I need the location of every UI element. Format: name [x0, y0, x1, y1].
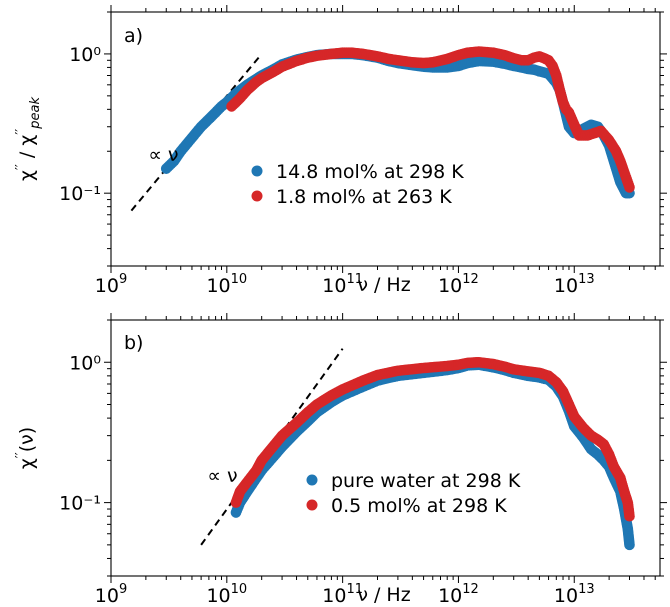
legend-marker-series-2 — [252, 191, 263, 202]
data-point — [624, 511, 635, 522]
x-tick-label: 1010 — [206, 582, 247, 607]
panel-label: a) — [124, 25, 143, 47]
legend-label-series-1: 14.8 mol% at 298 K — [276, 161, 464, 183]
legend-marker-series-1 — [307, 475, 318, 486]
panel-label: b) — [124, 332, 143, 354]
plot-area — [201, 349, 635, 551]
y-axis-label: χ′′(ν) — [14, 427, 38, 469]
y-tick-label: 10⁻¹ — [59, 493, 101, 515]
legend: 14.8 mol% at 298 K 1.8 mol% at 263 K — [252, 161, 465, 208]
legend-label-series-2: 0.5 mol% at 298 K — [331, 495, 507, 517]
x-tick-label: 109 — [95, 272, 127, 297]
legend-marker-series-1 — [252, 166, 263, 177]
axes-frame — [111, 320, 660, 576]
x-tick-label: 109 — [95, 582, 127, 607]
legend-label-series-2: 1.8 mol% at 263 K — [276, 186, 452, 208]
proportional-annotation: ∝ ν — [148, 144, 178, 166]
x-axis-label: ν / Hz — [357, 274, 410, 296]
data-point — [624, 182, 635, 193]
y-tick-label: 10⁰ — [69, 352, 101, 374]
y-tick-label: 10⁻¹ — [59, 183, 101, 205]
y-tick-label: 10⁰ — [69, 44, 101, 66]
legend-marker-series-2 — [307, 500, 318, 511]
x-axis-label: ν / Hz — [357, 584, 410, 606]
x-tick-label: 1013 — [554, 582, 595, 607]
legend: pure water at 298 K 0.5 mol% at 298 K — [307, 470, 521, 517]
series-1 — [231, 359, 635, 550]
x-tick-label: 1010 — [206, 272, 247, 297]
proportional-annotation: ∝ ν — [207, 465, 237, 487]
y-axis-label: χ′′ / χ′′peak — [14, 97, 43, 181]
data-point — [624, 540, 635, 551]
x-tick-label: 1012 — [438, 272, 479, 297]
x-tick-label: 1012 — [438, 582, 479, 607]
x-tick-label: 1013 — [554, 272, 595, 297]
legend-label-series-1: pure water at 298 K — [331, 470, 521, 492]
